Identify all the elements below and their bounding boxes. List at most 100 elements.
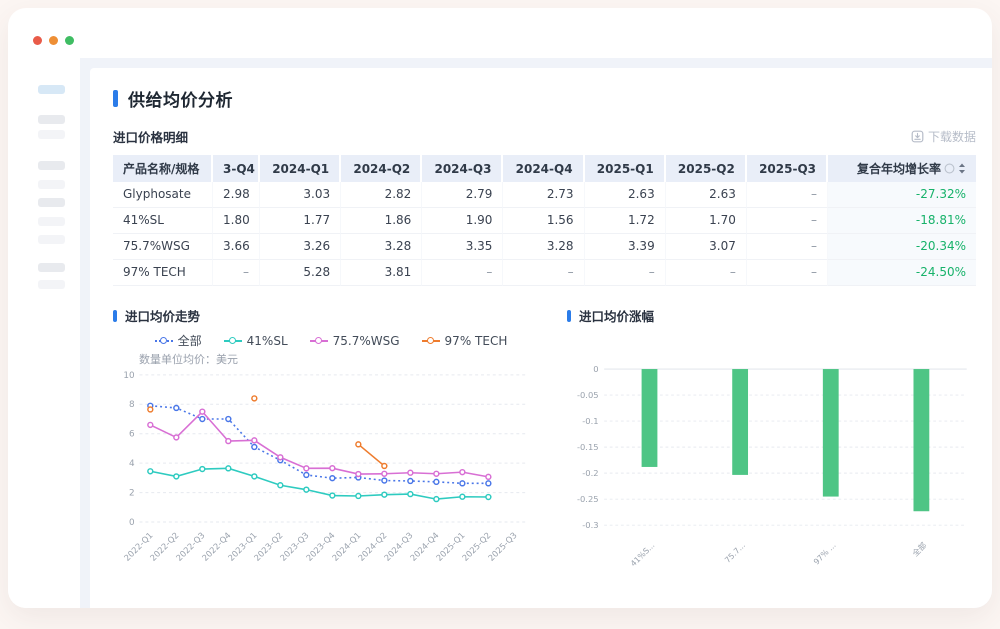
price-cell: 3.28 — [341, 234, 423, 260]
main-panel: 供给均价分析 进口价格明细 下载数据 — [90, 68, 992, 608]
svg-text:0: 0 — [129, 518, 135, 528]
legend-marker — [223, 336, 242, 345]
column-header: 3-Q4 — [213, 155, 260, 182]
legend-label: 97% TECH — [444, 333, 508, 348]
price-cell: 5.28 — [260, 260, 342, 286]
change-chart-section: 进口均价涨幅 0 -0.05 -0.1 -0.15 -0.2 -0.25 -0.3 41%S.… — [567, 306, 976, 601]
table-row[interactable]: 41%SL 1.80 1.77 1.86 1.90 1.56 1.72 1.70– -18.81… — [113, 208, 976, 234]
close-button[interactable] — [33, 36, 42, 45]
column-header: 产品名称/规格 — [113, 155, 213, 182]
svg-text:0: 0 — [593, 364, 598, 374]
price-cell: 3.66 — [213, 234, 260, 260]
price-cell: – — [746, 182, 828, 208]
price-cell: 3.39 — [584, 234, 666, 260]
legend-marker — [154, 336, 173, 345]
price-cell: – — [503, 260, 585, 286]
svg-text:4: 4 — [129, 459, 135, 469]
sidebar-item[interactable] — [38, 115, 65, 124]
change-chart-title: 进口均价涨幅 — [579, 309, 655, 324]
svg-text:2: 2 — [129, 489, 135, 499]
trend-chart-section: 进口均价走势 全部 41%SL 75.7%WSG 97% TECH 数量单位均价：美元… — [113, 306, 535, 601]
sidebar-item[interactable] — [38, 180, 65, 189]
legend-label: 41%SL — [246, 333, 288, 348]
table-row[interactable]: 97% TECH –5.28 3.81– – – – – -24.50% — [113, 260, 976, 286]
price-cell: 1.77 — [260, 208, 342, 234]
traffic-lights — [33, 36, 74, 45]
table-row[interactable]: 75.7%WSG 3.66 3.26 3.28 3.35 3.28 3.39 3.07– -20… — [113, 234, 976, 260]
legend-item[interactable]: 41%SL — [223, 332, 288, 349]
sidebar-item[interactable] — [38, 280, 65, 289]
product-name-cell: 41%SL — [113, 208, 213, 234]
svg-text:6: 6 — [129, 430, 135, 440]
zoom-window-button[interactable] — [65, 36, 74, 45]
svg-text:41%S...: 41%S... — [629, 541, 657, 569]
svg-text:全部: 全部 — [910, 540, 928, 558]
cagr-cell: -27.32% — [828, 182, 976, 208]
price-cell: 3.07 — [665, 234, 747, 260]
svg-text:-0.15: -0.15 — [577, 442, 599, 452]
svg-text:-0.3: -0.3 — [582, 520, 598, 530]
svg-text:2025-Q3: 2025-Q3 — [486, 530, 519, 563]
price-cell: – — [665, 260, 747, 286]
price-cell: – — [213, 260, 260, 286]
svg-text:97% ...: 97% ... — [812, 541, 838, 567]
chart-accent-bar — [113, 309, 117, 322]
price-cell: 3.03 — [260, 182, 342, 208]
price-cell: – — [746, 208, 828, 234]
app-window: 供给均价分析 进口价格明细 下载数据 — [8, 8, 992, 608]
svg-text:-0.1: -0.1 — [582, 416, 598, 426]
price-cell: 1.90 — [422, 208, 504, 234]
page-title: 供给均价分析 — [128, 91, 233, 111]
price-cell: 2.98 — [213, 182, 260, 208]
price-cell: 2.79 — [422, 182, 504, 208]
sidebar-item[interactable] — [38, 235, 65, 244]
legend-item[interactable]: 97% TECH — [421, 332, 508, 349]
column-header: 2024-Q4 — [503, 155, 585, 182]
content-area: 供给均价分析 进口价格明细 下载数据 — [80, 58, 992, 608]
sidebar-item[interactable] — [38, 161, 65, 170]
svg-text:-0.2: -0.2 — [582, 468, 598, 478]
price-cell: 1.86 — [341, 208, 423, 234]
window-titlebar — [8, 8, 992, 58]
price-cell: – — [746, 234, 828, 260]
chart-accent-bar — [567, 309, 571, 322]
sidebar-item[interactable] — [38, 198, 65, 207]
sidebar-item[interactable] — [38, 263, 65, 272]
price-cell: 1.70 — [665, 208, 747, 234]
minimize-button[interactable] — [49, 36, 58, 45]
svg-text:75.7...: 75.7... — [723, 541, 747, 565]
legend-marker — [421, 336, 440, 345]
sidebar-item[interactable] — [38, 217, 65, 226]
legend-label: 全部 — [177, 334, 202, 348]
legend-marker — [309, 336, 328, 345]
price-cell: 1.56 — [503, 208, 585, 234]
change-bar-chart: 0 -0.05 -0.1 -0.15 -0.2 -0.25 -0.3 41%S... 75.7.… — [577, 364, 967, 569]
legend-item[interactable]: 全部 — [154, 332, 202, 349]
price-cell: 3.26 — [260, 234, 342, 260]
cagr-column-label: 复合年均增长率 — [856, 162, 941, 176]
sort-icon[interactable] — [958, 163, 966, 174]
table-row[interactable]: Glyphosate 2.98 3.03 2.82 2.79 2.73 2.63 2.63– -… — [113, 182, 976, 208]
price-cell: 3.35 — [422, 234, 504, 260]
column-header: 2025-Q1 — [584, 155, 666, 182]
legend-item[interactable]: 75.7%WSG — [309, 332, 400, 349]
legend-label: 75.7%WSG — [332, 333, 400, 348]
price-cell: 3.28 — [503, 234, 585, 260]
svg-text:-0.25: -0.25 — [577, 494, 599, 504]
price-cell: 2.63 — [584, 182, 666, 208]
table-section-title: 进口价格明细 — [113, 130, 189, 145]
column-header: 2024-Q2 — [341, 155, 423, 182]
price-cell: 1.80 — [213, 208, 260, 234]
sidebar-item[interactable] — [38, 130, 65, 139]
download-icon — [911, 130, 924, 143]
sidebar-item-active[interactable] — [38, 85, 65, 94]
title-accent-bar — [113, 90, 118, 107]
table-header-row: 产品名称/规格 3-Q4 2024-Q1 2024-Q2 2024-Q3 2024-Q4 2… — [113, 155, 976, 182]
column-header: 2025-Q2 — [665, 155, 747, 182]
price-cell: 2.73 — [503, 182, 585, 208]
column-header: 2024-Q3 — [422, 155, 504, 182]
download-data-button[interactable]: 下载数据 — [911, 128, 976, 145]
unit-label: 数量单位均价：美元 — [139, 353, 238, 366]
info-icon[interactable] — [944, 163, 955, 174]
price-cell: 2.82 — [341, 182, 423, 208]
